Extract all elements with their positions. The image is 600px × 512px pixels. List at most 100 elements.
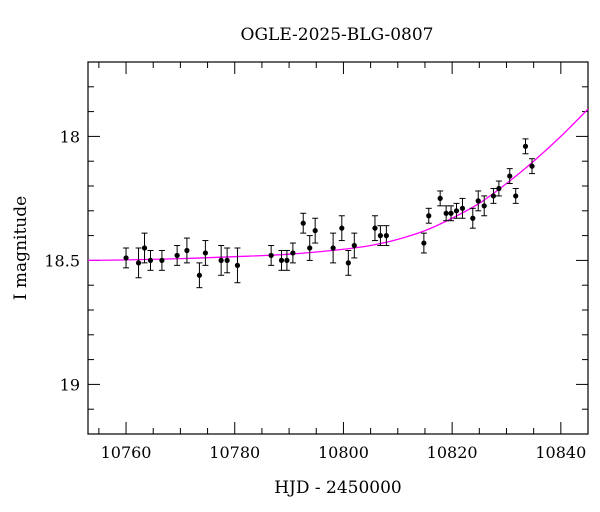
- data-point: [174, 245, 181, 266]
- y-tick-label: 18: [60, 127, 80, 146]
- data-points-group: [123, 138, 536, 289]
- data-point: [345, 249, 352, 276]
- data-marker: [490, 193, 497, 199]
- x-tick-labels: 10760 10780 10800 10820 10840: [101, 443, 587, 462]
- data-marker: [459, 205, 466, 211]
- data-marker: [268, 252, 274, 259]
- data-point: [300, 212, 307, 234]
- data-marker: [141, 245, 148, 251]
- data-marker: [174, 252, 180, 259]
- data-point: [306, 235, 313, 261]
- data-marker: [159, 257, 165, 263]
- data-point: [512, 187, 519, 204]
- model-curve: [88, 108, 588, 262]
- data-marker: [453, 208, 460, 214]
- data-point: [529, 158, 536, 175]
- data-point: [437, 190, 444, 207]
- x-tick-label: 10760: [101, 443, 152, 462]
- data-marker: [437, 195, 443, 201]
- data-point: [141, 232, 148, 264]
- data-marker: [234, 262, 241, 268]
- data-point: [218, 245, 225, 276]
- data-marker: [383, 233, 389, 239]
- data-point: [312, 217, 319, 244]
- data-marker: [448, 210, 454, 216]
- data-point: [453, 202, 460, 219]
- y-tick-label: 19: [60, 375, 80, 394]
- data-point: [448, 205, 455, 222]
- data-point: [495, 180, 502, 197]
- data-point: [371, 215, 378, 242]
- data-point: [443, 205, 450, 222]
- data-point: [147, 249, 154, 271]
- data-point: [268, 245, 275, 266]
- data-marker: [513, 193, 519, 199]
- data-marker: [312, 228, 318, 234]
- data-point: [283, 249, 290, 271]
- chart-title: OGLE-2025-BLG-0807: [241, 25, 434, 45]
- data-point: [289, 242, 296, 264]
- data-marker: [290, 250, 296, 256]
- data-point: [506, 168, 513, 185]
- data-marker: [496, 185, 502, 192]
- data-marker: [184, 247, 190, 254]
- data-marker: [196, 272, 203, 278]
- data-point: [338, 215, 345, 242]
- data-marker: [507, 173, 513, 179]
- data-point: [351, 232, 358, 259]
- y-tick-labels: 18 18.5 19: [44, 127, 80, 394]
- data-marker: [470, 215, 476, 221]
- data-point: [135, 247, 142, 279]
- data-point: [475, 190, 482, 212]
- data-marker: [224, 257, 230, 263]
- y-tick-label: 18.5: [44, 251, 80, 270]
- data-marker: [522, 143, 529, 149]
- model-curve-group: [88, 108, 588, 262]
- data-point: [420, 232, 427, 254]
- data-marker: [345, 260, 351, 266]
- data-point: [278, 249, 285, 271]
- data-marker: [421, 240, 427, 246]
- data-point: [490, 187, 497, 204]
- data-point: [224, 247, 231, 274]
- data-marker: [278, 257, 285, 263]
- data-point: [330, 232, 337, 264]
- data-point: [234, 247, 241, 284]
- data-marker: [443, 210, 449, 216]
- x-axis-label: HJD - 2450000: [274, 478, 402, 498]
- data-point: [522, 138, 529, 155]
- data-point: [183, 237, 190, 264]
- data-marker: [284, 257, 290, 263]
- data-point: [158, 249, 165, 271]
- x-tick-label: 10780: [209, 443, 260, 462]
- data-marker: [475, 198, 481, 204]
- axis-ticks: [88, 61, 589, 435]
- data-marker: [481, 203, 487, 209]
- x-tick-label: 10820: [427, 443, 478, 462]
- data-point: [196, 262, 203, 289]
- data-marker: [377, 233, 383, 239]
- data-marker: [351, 242, 357, 249]
- data-marker: [307, 245, 313, 251]
- data-marker: [426, 213, 432, 219]
- x-tick-label: 10800: [318, 443, 369, 462]
- data-marker: [202, 250, 208, 256]
- plot-frame: [87, 61, 589, 435]
- data-marker: [123, 255, 129, 261]
- data-marker: [330, 245, 336, 251]
- data-point: [469, 207, 476, 229]
- data-marker: [147, 257, 154, 263]
- y-axis-label: I magnitude: [11, 196, 31, 300]
- data-marker: [529, 163, 535, 169]
- data-point: [377, 225, 384, 247]
- data-point: [202, 240, 209, 266]
- data-marker: [300, 220, 306, 226]
- data-point: [425, 207, 432, 224]
- data-point: [459, 197, 466, 219]
- data-marker: [372, 225, 378, 231]
- data-marker: [218, 257, 224, 263]
- data-point: [481, 195, 488, 217]
- data-point: [123, 247, 130, 269]
- x-tick-label: 10840: [535, 443, 586, 462]
